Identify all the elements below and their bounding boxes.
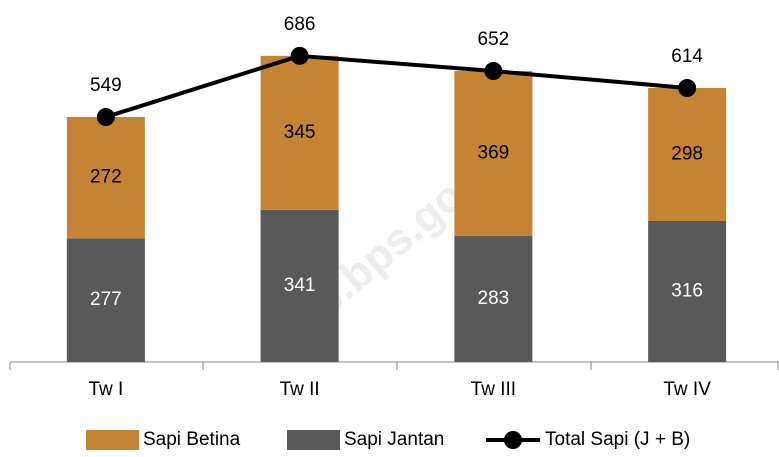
legend-marker xyxy=(504,431,522,449)
bar-segment xyxy=(454,235,533,362)
data-label: 298 xyxy=(671,144,703,165)
x-tick-label: Tw IV xyxy=(663,379,711,400)
bar-segment xyxy=(66,238,145,362)
line-marker xyxy=(484,62,503,81)
data-label: 341 xyxy=(284,275,316,296)
data-label: 316 xyxy=(671,281,703,302)
legend-label: Sapi Jantan xyxy=(344,429,444,450)
data-label: 369 xyxy=(478,142,510,163)
line-marker xyxy=(678,79,697,98)
x-tick-label: Tw I xyxy=(88,379,123,400)
bar-segment xyxy=(260,209,339,362)
legend-swatch xyxy=(86,430,139,450)
line-marker xyxy=(290,46,309,65)
bar-segment xyxy=(66,117,145,239)
legend-label: Total Sapi (J + B) xyxy=(545,429,690,450)
bar-segment xyxy=(648,88,727,221)
data-label: 345 xyxy=(284,122,316,143)
bar-segment xyxy=(260,55,339,210)
x-tick-label: Tw III xyxy=(471,379,516,400)
bar-segment xyxy=(454,71,533,236)
data-label: 272 xyxy=(90,167,122,188)
data-label: 277 xyxy=(90,289,122,310)
total-line xyxy=(105,53,688,119)
line-marker xyxy=(96,108,115,127)
data-label: 614 xyxy=(671,46,703,67)
data-label: 549 xyxy=(90,75,122,96)
x-tick-label: Tw II xyxy=(280,379,320,400)
axis-ticks xyxy=(9,362,779,370)
legend-swatch xyxy=(287,430,340,450)
data-label: 652 xyxy=(478,29,510,50)
data-label: 283 xyxy=(478,288,510,309)
bar-segment xyxy=(648,220,727,362)
legend-label: Sapi Betina xyxy=(143,429,241,450)
data-label: 686 xyxy=(284,14,316,35)
